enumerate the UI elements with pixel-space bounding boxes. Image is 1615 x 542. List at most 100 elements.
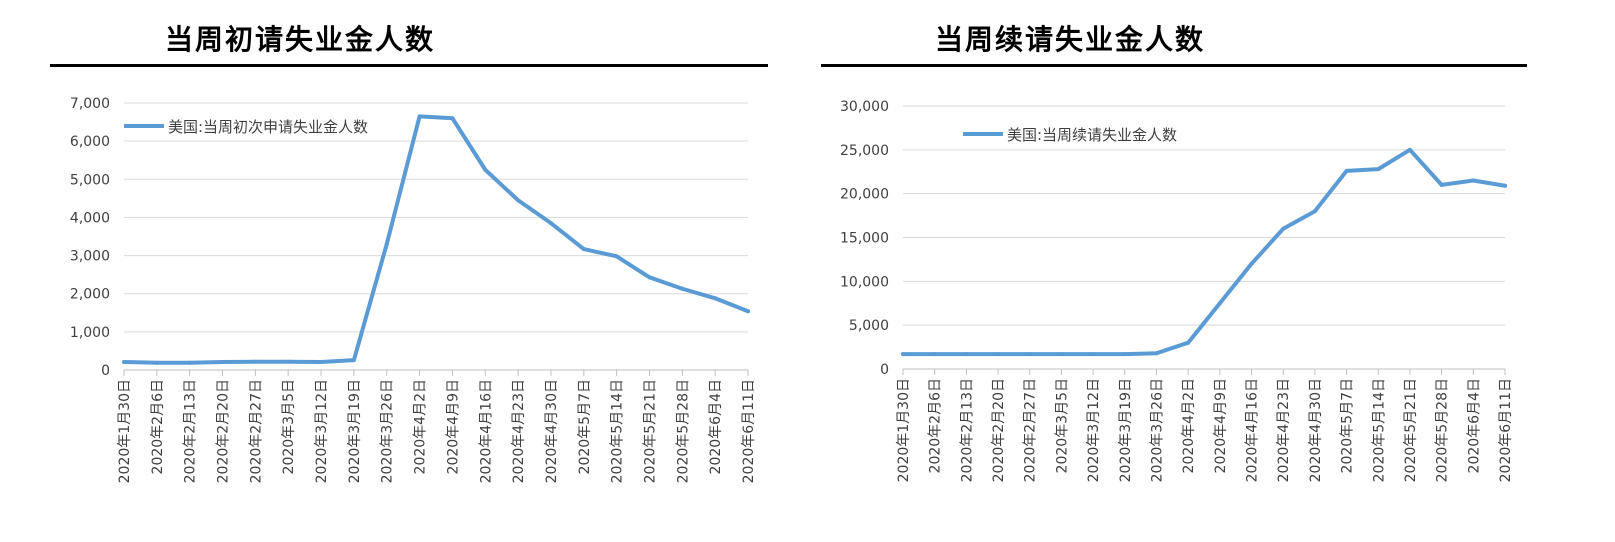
- data-point: [319, 359, 324, 364]
- x-tick-label: 2020年5月28日: [1435, 378, 1451, 482]
- data-point: [286, 359, 291, 364]
- x-tick-label: 2020年4月23日: [1276, 378, 1292, 482]
- y-tick-label: 1,000: [70, 325, 110, 341]
- title-divider: [821, 64, 1527, 67]
- data-point: [996, 352, 1001, 357]
- y-tick-label: 6,000: [70, 134, 110, 150]
- data-point: [1249, 261, 1254, 266]
- x-tick-label: 2020年4月16日: [478, 379, 494, 483]
- data-point: [1376, 167, 1381, 172]
- data-point: [614, 254, 619, 259]
- x-tick-label: 2020年6月4日: [1466, 378, 1482, 473]
- x-tick-label: 2020年2月20日: [216, 379, 232, 483]
- x-tick-label: 2020年6月11日: [1498, 378, 1514, 482]
- data-point: [932, 352, 937, 357]
- x-tick-label: 2020年2月13日: [183, 379, 199, 483]
- x-tick-label: 2020年4月2日: [1181, 378, 1197, 473]
- x-tick-label: 2020年4月23日: [511, 379, 527, 483]
- x-tick-label: 2020年5月7日: [577, 379, 593, 474]
- y-tick-label: 2,000: [70, 287, 110, 303]
- y-tick-label: 0: [101, 363, 110, 379]
- x-tick-label: 2020年3月5日: [281, 379, 297, 474]
- x-tick-label: 2020年4月30日: [1308, 378, 1324, 482]
- data-point: [581, 247, 586, 252]
- y-tick-label: 5,000: [70, 172, 110, 188]
- data-point: [647, 275, 652, 280]
- data-point: [122, 359, 126, 364]
- data-point: [548, 221, 553, 226]
- data-point: [450, 116, 455, 121]
- y-tick-label: 30,000: [840, 99, 889, 115]
- legend-label: 美国:当周初次申请失业金人数: [168, 118, 368, 136]
- x-tick-label: 2020年6月11日: [741, 379, 757, 483]
- data-point: [483, 167, 488, 172]
- data-point: [1027, 352, 1032, 357]
- x-tick-label: 2020年3月26日: [1149, 378, 1165, 482]
- x-tick-label: 2020年4月9日: [1213, 378, 1229, 473]
- data-point: [1122, 352, 1127, 357]
- x-tick-label: 2020年2月13日: [959, 378, 975, 482]
- x-tick-label: 2020年2月20日: [991, 378, 1007, 482]
- x-tick-label: 2020年6月4日: [708, 379, 724, 474]
- x-tick-label: 2020年5月14日: [1371, 378, 1387, 482]
- data-point: [680, 286, 685, 291]
- data-point: [1471, 178, 1476, 183]
- data-point: [1281, 226, 1286, 231]
- chart-title: 当周初请失业金人数: [165, 23, 436, 56]
- y-tick-label: 5,000: [849, 318, 889, 334]
- y-tick-label: 0: [880, 362, 889, 378]
- y-tick-label: 25,000: [840, 143, 889, 159]
- line-chart-initial-claims: 0 1,000 2,000 3,000 4,000 5,000 6,000 7,000 2020…: [70, 96, 757, 483]
- data-point: [1217, 301, 1222, 306]
- y-tick-label: 10,000: [840, 274, 889, 290]
- data-point: [713, 296, 718, 301]
- data-point: [1186, 340, 1191, 345]
- x-tick-label: 2020年5月7日: [1340, 378, 1356, 473]
- data-point: [1312, 209, 1317, 214]
- y-tick-label: 7,000: [70, 96, 110, 112]
- y-tick-label: 4,000: [70, 210, 110, 226]
- data-point: [220, 359, 225, 364]
- data-point: [417, 114, 422, 119]
- x-tick-label: 2020年4月2日: [413, 379, 429, 474]
- series-line: [901, 147, 1507, 357]
- x-tick-label: 2020年3月12日: [314, 379, 330, 483]
- data-point: [1059, 352, 1064, 357]
- data-point: [1091, 352, 1096, 357]
- x-tick-label: 2020年4月9日: [445, 379, 461, 474]
- chart-panel-continuing-claims: 当周续请失业金人数 0 5,000 10,000 15,000 20,000 25,000…: [815, 0, 1615, 542]
- data-point: [154, 360, 159, 365]
- x-tick-label: 2020年1月30日: [117, 379, 133, 483]
- x-tick-label: 2020年2月27日: [248, 379, 264, 483]
- x-tick-label: 2020年3月5日: [1054, 378, 1070, 473]
- chart-panel-initial-claims: 当周初请失业金人数 0 1,000 2,000 3,000 4,000 5,000 6,00…: [0, 0, 800, 542]
- x-tick-label: 2020年3月12日: [1086, 378, 1102, 482]
- chart-title: 当周续请失业金人数: [935, 23, 1206, 56]
- data-point: [901, 352, 905, 357]
- x-tick-label: 2020年3月19日: [347, 379, 363, 483]
- x-tick-label: 2020年1月30日: [896, 378, 912, 482]
- data-point: [384, 242, 389, 247]
- data-point: [516, 198, 521, 203]
- x-tick-label: 2020年5月28日: [675, 379, 691, 483]
- data-point: [746, 309, 750, 314]
- x-tick-label: 2020年2月27日: [1023, 378, 1039, 482]
- y-tick-label: 15,000: [840, 231, 889, 247]
- x-tick-label: 2020年3月19日: [1118, 378, 1134, 482]
- x-tick-label: 2020年4月30日: [544, 379, 560, 483]
- y-tick-label: 20,000: [840, 187, 889, 203]
- line-chart-continuing-claims: 0 5,000 10,000 15,000 20,000 25,000 30,000 2020…: [840, 99, 1514, 482]
- data-point: [964, 352, 969, 357]
- y-tick-label: 3,000: [70, 249, 110, 265]
- data-point: [1439, 182, 1444, 187]
- series-line: [122, 114, 750, 365]
- data-point: [1344, 168, 1349, 173]
- x-tick-label: 2020年2月6日: [150, 379, 166, 474]
- x-tick-label: 2020年3月26日: [380, 379, 396, 483]
- data-point: [351, 358, 356, 363]
- data-point: [1407, 147, 1412, 152]
- title-divider: [50, 64, 768, 67]
- x-tick-label: 2020年4月16日: [1245, 378, 1261, 482]
- x-tick-label: 2020年5月21日: [642, 379, 658, 483]
- data-point: [253, 359, 258, 364]
